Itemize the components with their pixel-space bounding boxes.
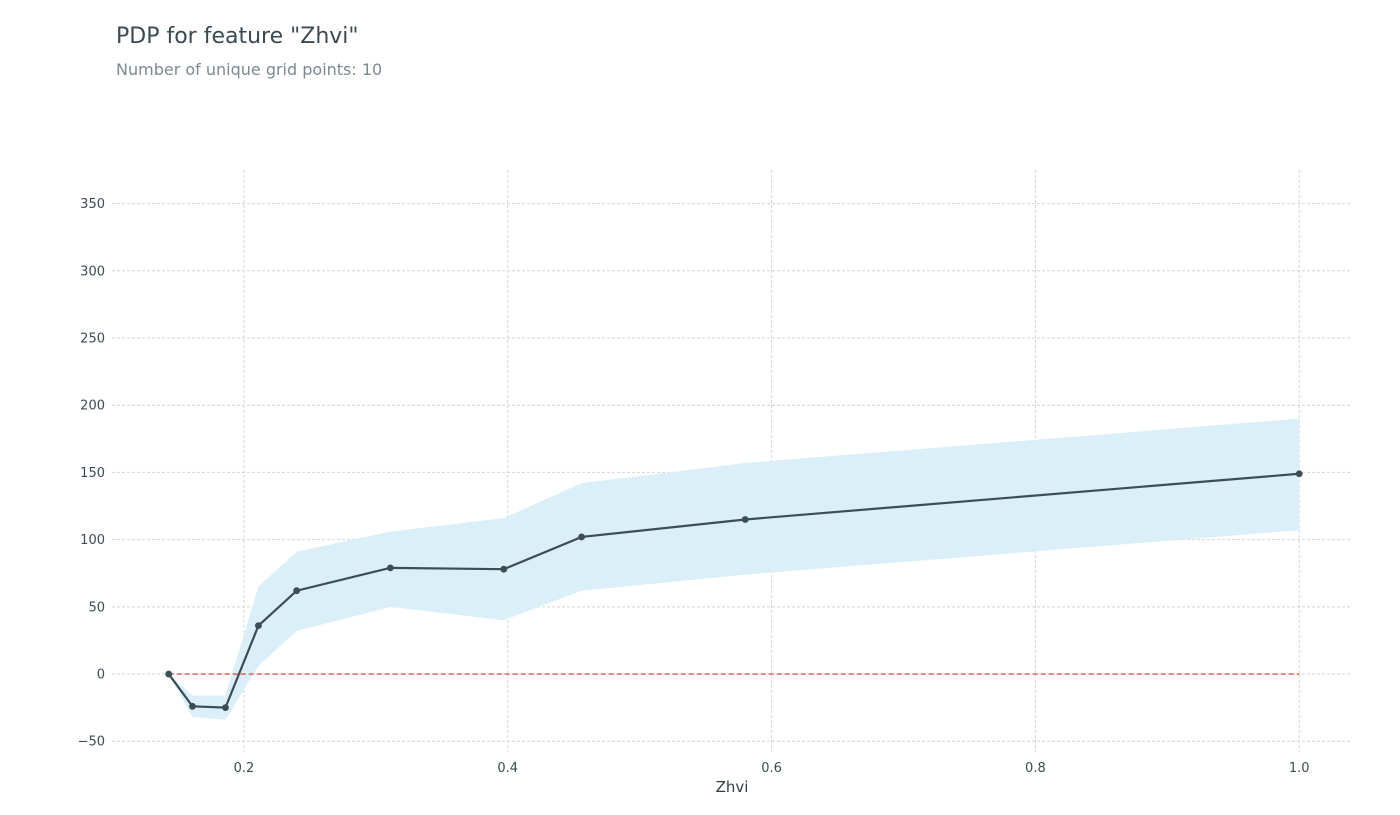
pdp-point: [222, 704, 229, 712]
y-tick-label: 250: [80, 332, 105, 347]
y-tick-labels: −50 0 50 100 150 200 250 300 350: [78, 197, 105, 750]
pdp-point: [1295, 470, 1303, 478]
y-tick-label: 300: [80, 264, 105, 279]
pdp-point: [500, 565, 508, 573]
pdp-point: [189, 702, 196, 710]
confidence-band: [168, 418, 1300, 720]
y-tick-label: 200: [80, 399, 105, 414]
x-tick-label: 0.8: [1025, 761, 1046, 776]
x-axis-label: Zhvi: [716, 778, 749, 796]
y-tick-label: 0: [97, 668, 105, 683]
pdp-point: [293, 587, 301, 595]
y-tick-label: −50: [78, 735, 105, 750]
pdp-point: [741, 516, 749, 523]
x-tick-label: 0.2: [234, 761, 255, 776]
x-tick-labels: 0.2 0.4 0.6 0.8 1.0: [234, 761, 1310, 776]
y-tick-label: 50: [88, 600, 105, 615]
y-tick-label: 350: [80, 197, 105, 212]
pdp-points: [165, 470, 1303, 712]
chart-title: PDP for feature "Zhvi": [116, 24, 359, 49]
y-tick-label: 100: [80, 533, 105, 548]
y-tick-label: 150: [80, 466, 105, 481]
chart-subtitle: Number of unique grid points: 10: [116, 60, 383, 79]
x-tick-label: 0.6: [761, 761, 782, 776]
pdp-point: [255, 622, 262, 630]
pdp-point: [386, 564, 394, 572]
x-tick-label: 0.4: [497, 761, 518, 776]
pdp-point: [578, 533, 586, 541]
pdp-line: [167, 472, 1300, 709]
pdp-point: [165, 670, 173, 678]
x-tick-label: 1.0: [1289, 761, 1310, 776]
